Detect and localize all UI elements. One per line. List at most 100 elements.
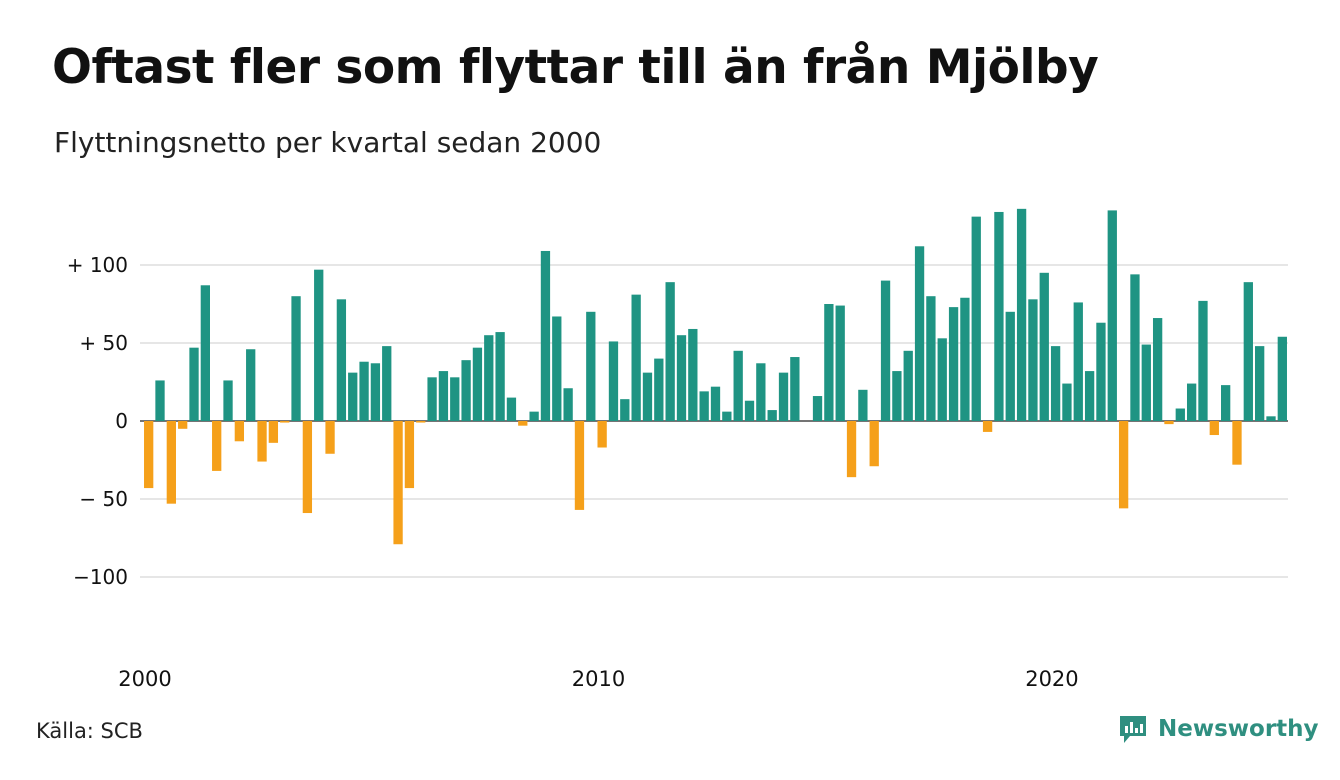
- bar: [994, 211, 1004, 421]
- bar: [189, 347, 199, 421]
- bar: [982, 421, 993, 432]
- bar: [472, 347, 483, 421]
- bar: [382, 346, 392, 421]
- bar: [1016, 208, 1027, 421]
- bar: [450, 377, 460, 421]
- bar: [223, 380, 233, 421]
- bar: [416, 421, 426, 423]
- bar: [642, 372, 653, 421]
- bar: [280, 421, 290, 423]
- bar: [268, 421, 279, 443]
- bar: [359, 361, 369, 421]
- bar: [631, 294, 641, 421]
- bar: [778, 372, 789, 421]
- bar: [869, 421, 879, 467]
- bar: [812, 396, 823, 421]
- bar: [1277, 336, 1287, 421]
- y-tick-label: − 50: [79, 487, 128, 511]
- bar: [257, 421, 267, 462]
- bar: [620, 399, 630, 421]
- bar: [1050, 346, 1061, 421]
- bar: [1152, 318, 1163, 421]
- x-tick-label: 2010: [572, 667, 625, 691]
- bar: [484, 335, 494, 421]
- bar: [914, 246, 925, 421]
- y-tick-label: −100: [73, 565, 128, 589]
- bar: [1255, 346, 1265, 421]
- bar: [155, 380, 165, 421]
- bar: [438, 371, 449, 421]
- bar: [1107, 210, 1117, 421]
- bar: [291, 296, 301, 421]
- bar: [540, 250, 551, 421]
- bar: [1175, 408, 1185, 421]
- bar: [892, 371, 902, 421]
- x-tick-label: 2020: [1025, 667, 1078, 691]
- bar: [246, 349, 256, 421]
- bar: [971, 216, 981, 421]
- bar: [336, 299, 347, 421]
- bar: [1028, 299, 1038, 421]
- bar: [552, 316, 562, 421]
- bar: [688, 328, 698, 421]
- brand-name: Newsworthy: [1158, 716, 1319, 742]
- y-tick-label: + 50: [79, 331, 128, 355]
- bar: [404, 421, 415, 489]
- bar: [1198, 300, 1208, 421]
- bar: [144, 421, 154, 489]
- bar: [314, 269, 324, 421]
- bar: [461, 360, 471, 421]
- x-tick-label: 2000: [118, 667, 171, 691]
- bar: [948, 307, 959, 421]
- bar: [506, 397, 517, 421]
- bar: [1221, 385, 1231, 421]
- y-tick-label: 0: [115, 409, 128, 433]
- bar: [200, 285, 210, 421]
- bar: [846, 421, 857, 478]
- bar: [1005, 311, 1015, 421]
- bar: [234, 421, 245, 442]
- newsworthy-logo-icon: [1120, 716, 1146, 743]
- bar: [1073, 302, 1083, 421]
- bar: [744, 400, 755, 421]
- bar: [676, 335, 687, 421]
- bar: [1232, 421, 1242, 465]
- bar: [325, 421, 335, 454]
- bar: [1096, 322, 1106, 421]
- chart-subtitle: Flyttningsnetto per kvartal sedan 2000: [54, 126, 602, 159]
- bar: [1164, 421, 1174, 425]
- bar: [529, 411, 539, 421]
- bar: [903, 350, 913, 421]
- bar: [1084, 371, 1095, 421]
- bar: [722, 411, 732, 421]
- bar: [1209, 421, 1219, 436]
- bar: [574, 421, 585, 510]
- bar: [393, 421, 403, 545]
- y-tick-label: + 100: [67, 253, 128, 277]
- bar: [665, 282, 675, 421]
- bar: [835, 305, 845, 421]
- bar: [586, 311, 596, 421]
- bar: [756, 363, 766, 421]
- bar: [370, 363, 381, 421]
- bar: [710, 386, 721, 421]
- bar: [597, 421, 607, 448]
- bar: [178, 421, 188, 429]
- bar: [880, 280, 891, 421]
- bar: [348, 372, 358, 421]
- source-note: Källa: SCB: [36, 719, 143, 743]
- bar: [608, 341, 619, 421]
- chart-title: Oftast fler som flyttar till än från Mjö…: [52, 40, 1099, 95]
- bar: [654, 358, 664, 421]
- bar: [495, 332, 505, 421]
- bar: [699, 391, 709, 421]
- bar: [926, 296, 936, 421]
- bar: [1118, 421, 1129, 509]
- bar: [960, 297, 970, 421]
- bar: [563, 388, 573, 421]
- bar: [302, 421, 313, 514]
- bar: [1039, 272, 1049, 421]
- bar: [212, 421, 222, 471]
- bar: [1141, 344, 1151, 421]
- bar: [733, 350, 743, 421]
